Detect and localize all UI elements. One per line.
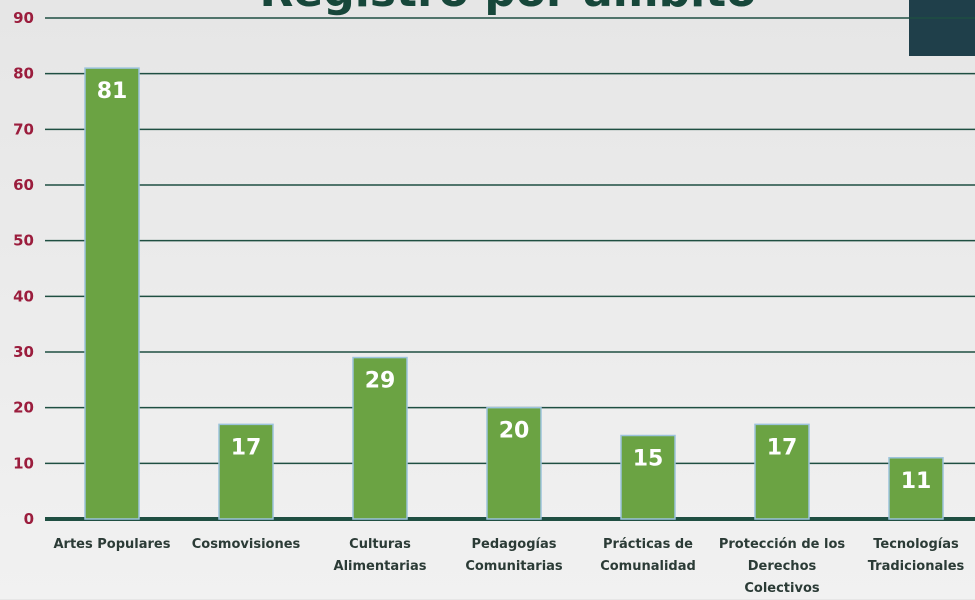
value-label: 17 [231,435,262,460]
y-tick-label: 90 [13,9,34,27]
value-label: 17 [767,435,798,460]
y-tick-label: 80 [13,65,34,83]
value-label: 29 [365,369,396,394]
chart-title: Registro por ámbito [260,0,757,17]
value-label: 20 [499,419,530,444]
y-tick-label: 10 [13,454,34,472]
y-tick-label: 40 [13,287,34,305]
value-label: 15 [633,447,664,472]
y-tick-label: 0 [24,510,34,528]
y-tick-label: 30 [13,343,34,361]
x-tick-label: Protección de los Derechos Colectivos [715,534,849,600]
bar [85,68,139,519]
chart: Registro por ámbito 0 10 20 30 40 50 60 70 80 90 8… [0,0,975,599]
x-tick-label: Prácticas de Comunalidad [581,534,715,578]
x-tick-label: Pedagogías Comunitarias [447,534,581,578]
value-label: 11 [901,469,932,494]
x-tick-label: Cosmovisiones [179,534,313,556]
y-tick-label: 20 [13,399,34,417]
x-tick-label: Artes Populares [45,534,179,556]
x-tick-label: Tecnologías Tradicionales [849,534,975,578]
y-tick-label: 70 [13,120,34,138]
y-tick-label: 50 [13,232,34,250]
page: {"chart_data": {"type": "bar", "title": … [0,0,975,599]
video-thumbnail [909,0,975,56]
value-label: 81 [97,79,128,104]
x-tick-label: Culturas Alimentarias [313,534,447,578]
y-tick-label: 60 [13,176,34,194]
